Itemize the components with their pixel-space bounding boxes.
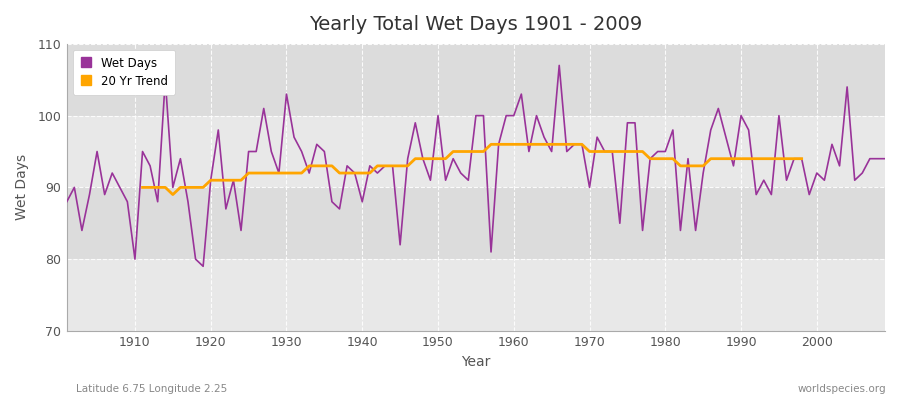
Wet Days: [122, 199, 133, 204]
Wet Days: [615, 221, 626, 226]
Wet Days: [554, 63, 564, 68]
Line: Wet Days: Wet Days: [67, 66, 885, 266]
20 Yr Trend: [471, 149, 482, 154]
20 Yr Trend: [334, 171, 345, 176]
Legend: Wet Days, 20 Yr Trend: Wet Days, 20 Yr Trend: [73, 50, 176, 95]
Y-axis label: Wet Days: Wet Days: [15, 154, 29, 220]
20 Yr Trend: [327, 164, 338, 168]
20 Yr Trend: [668, 156, 679, 161]
20 Yr Trend: [152, 185, 163, 190]
20 Yr Trend: [539, 142, 550, 147]
Title: Yearly Total Wet Days 1901 - 2009: Yearly Total Wet Days 1901 - 2009: [310, 15, 643, 34]
Bar: [67, 259, 885, 331]
20 Yr Trend: [486, 142, 497, 147]
Line: 20 Yr Trend: 20 Yr Trend: [142, 144, 802, 194]
Bar: [67, 116, 885, 187]
X-axis label: Year: Year: [461, 355, 491, 369]
Text: Latitude 6.75 Longitude 2.25: Latitude 6.75 Longitude 2.25: [76, 384, 228, 394]
20 Yr Trend: [167, 192, 178, 197]
Wet Days: [61, 199, 72, 204]
Wet Days: [879, 156, 890, 161]
Wet Days: [508, 113, 519, 118]
20 Yr Trend: [796, 156, 807, 161]
Wet Days: [516, 92, 526, 96]
Wet Days: [198, 264, 209, 269]
20 Yr Trend: [137, 185, 148, 190]
Wet Days: [296, 149, 307, 154]
Wet Days: [342, 164, 353, 168]
Text: worldspecies.org: worldspecies.org: [798, 384, 886, 394]
